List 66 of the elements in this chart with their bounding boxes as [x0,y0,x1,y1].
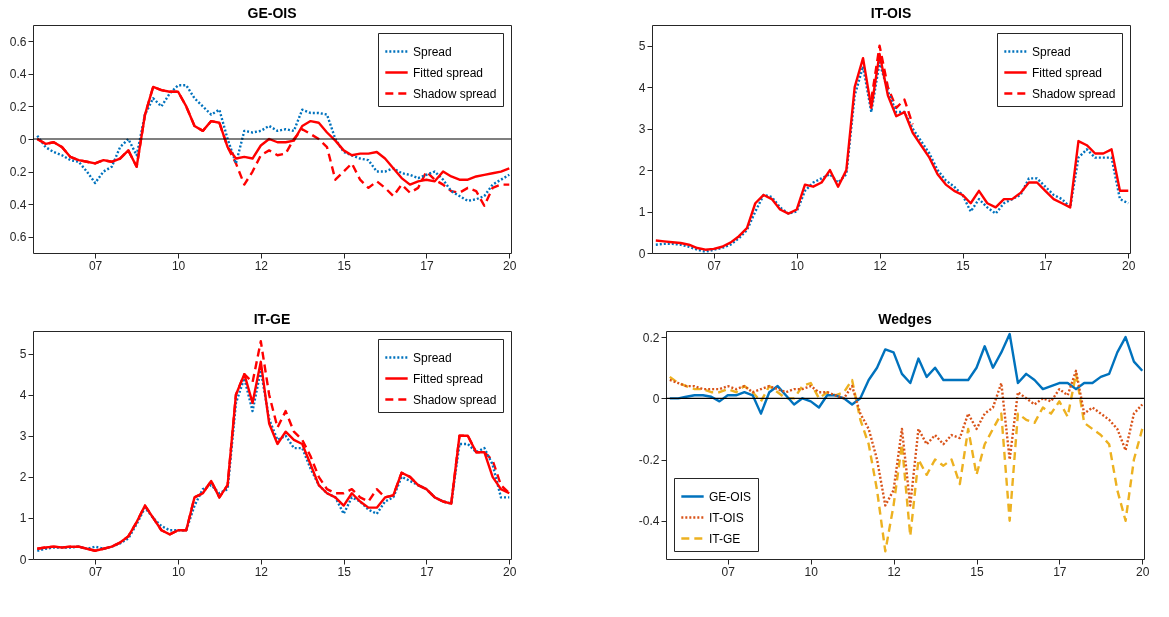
x-tick-label: 12 [254,564,269,579]
chart-title: Wedges [878,311,932,327]
y-tick-label: 0 [19,552,27,567]
x-tick-label: 20 [503,258,517,273]
legend-label: Spread [413,350,452,365]
x-tick-label: 12 [887,564,902,579]
y-tick-label: 0 [19,132,27,147]
legend-label: Fitted spread [413,65,484,80]
legend-label: Fitted spread [1032,65,1103,80]
x-tick-label: 07 [88,258,103,273]
y-tick-label: -0.4 [638,514,660,529]
x-tick-label: 20 [1136,564,1150,579]
x-tick-label: 15 [337,564,352,579]
y-tick-label: 0 [652,391,660,406]
y-tick-label: 4 [19,388,27,403]
x-tick-label: 17 [1053,564,1067,579]
x-tick-label: 12 [873,258,888,273]
legend-label: Shadow spread [1032,86,1116,101]
y-tick-label: 1 [638,205,646,220]
legend-label: Shadow spread [413,392,497,407]
y-tick-label: 2 [19,470,27,485]
x-tick-label: 20 [503,564,517,579]
line-series [668,332,1144,415]
y-tick-label: 0 [638,246,646,261]
legend-label: Spread [413,44,452,59]
x-tick-label: 17 [420,564,434,579]
x-tick-label: 20 [1122,258,1136,273]
x-tick-label: 15 [337,258,352,273]
x-tick-label: 07 [707,258,722,273]
y-tick-label: 1 [19,511,27,526]
y-tick-label: 5 [638,39,646,54]
y-tick-label: 2 [638,163,646,178]
y-tick-label: 0.6 [9,230,27,245]
chart-title: GE-OIS [247,5,297,21]
x-tick-label: 07 [721,564,736,579]
legend-label: GE-OIS [709,489,752,504]
y-tick-label: 0.4 [9,67,27,82]
legend-label: Shadow spread [413,86,497,101]
x-tick-label: 10 [171,258,186,273]
legend-label: IT-GE [709,531,741,546]
y-tick-label: 0.2 [642,330,660,345]
x-tick-label: 17 [420,258,434,273]
x-tick-label: 10 [171,564,186,579]
y-tick-label: 0.2 [9,99,27,114]
legend-label: Spread [1032,44,1071,59]
legend-label: Fitted spread [413,371,484,386]
x-tick-label: 07 [88,564,103,579]
chart-title: IT-GE [253,311,291,327]
y-tick-label: 0.2 [9,165,27,180]
x-tick-label: 10 [790,258,805,273]
x-tick-label: 15 [956,258,971,273]
line-series [668,372,1144,553]
x-tick-label: 15 [970,564,985,579]
y-tick-label: 0.4 [9,197,27,212]
x-tick-label: 12 [254,258,269,273]
y-tick-label: 0.6 [9,34,27,49]
x-tick-label: 17 [1039,258,1053,273]
chart-title: IT-OIS [870,5,912,21]
x-tick-label: 10 [804,564,819,579]
y-tick-label: -0.2 [638,453,660,468]
y-tick-label: 4 [638,80,646,95]
y-tick-label: 5 [19,347,27,362]
y-tick-label: 3 [19,429,27,444]
y-tick-label: 3 [638,122,646,137]
legend-label: IT-OIS [709,510,744,525]
line-series [668,369,1144,507]
